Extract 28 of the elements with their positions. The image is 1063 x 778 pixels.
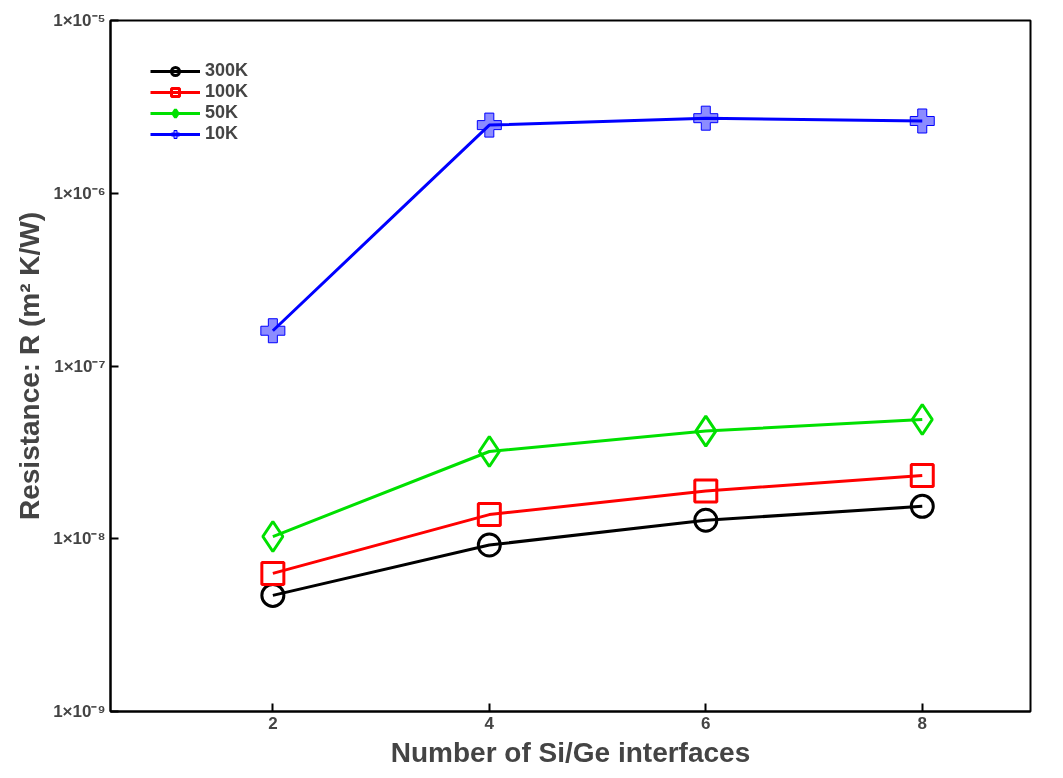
point	[476, 502, 502, 528]
point	[909, 108, 935, 134]
y-tick-label: 1×10⁻⁸	[53, 529, 106, 549]
legend-label: 300K	[205, 60, 249, 81]
point	[910, 403, 934, 437]
y-tick-label: 1×10⁻⁵	[53, 11, 106, 30]
y-tick-label: 1×10⁻⁷	[54, 356, 106, 376]
x-tick-label: 4	[484, 713, 495, 733]
y-tick-label: 1×10⁻⁹	[53, 702, 106, 721]
point	[693, 507, 719, 533]
y-tick-label: 1×10⁻⁶	[53, 183, 106, 203]
point	[909, 493, 935, 519]
point	[477, 434, 501, 468]
point	[260, 560, 286, 586]
point	[694, 414, 718, 448]
x-tick-label: 8	[917, 713, 928, 733]
point	[260, 318, 286, 344]
point	[261, 520, 285, 554]
point	[476, 532, 502, 558]
x-axis-title: Number of Si/Ge interfaces	[390, 736, 751, 768]
legend-label: 100K	[205, 81, 249, 102]
x-tick-label: 6	[701, 713, 711, 733]
legend-label: 50K	[205, 102, 239, 123]
point	[693, 478, 719, 504]
point	[909, 463, 935, 489]
y-axis-title: Resistance: R (m² K/W)	[14, 211, 46, 521]
x-tick-label: 2	[268, 713, 278, 733]
legend-label: 10K	[205, 123, 239, 144]
